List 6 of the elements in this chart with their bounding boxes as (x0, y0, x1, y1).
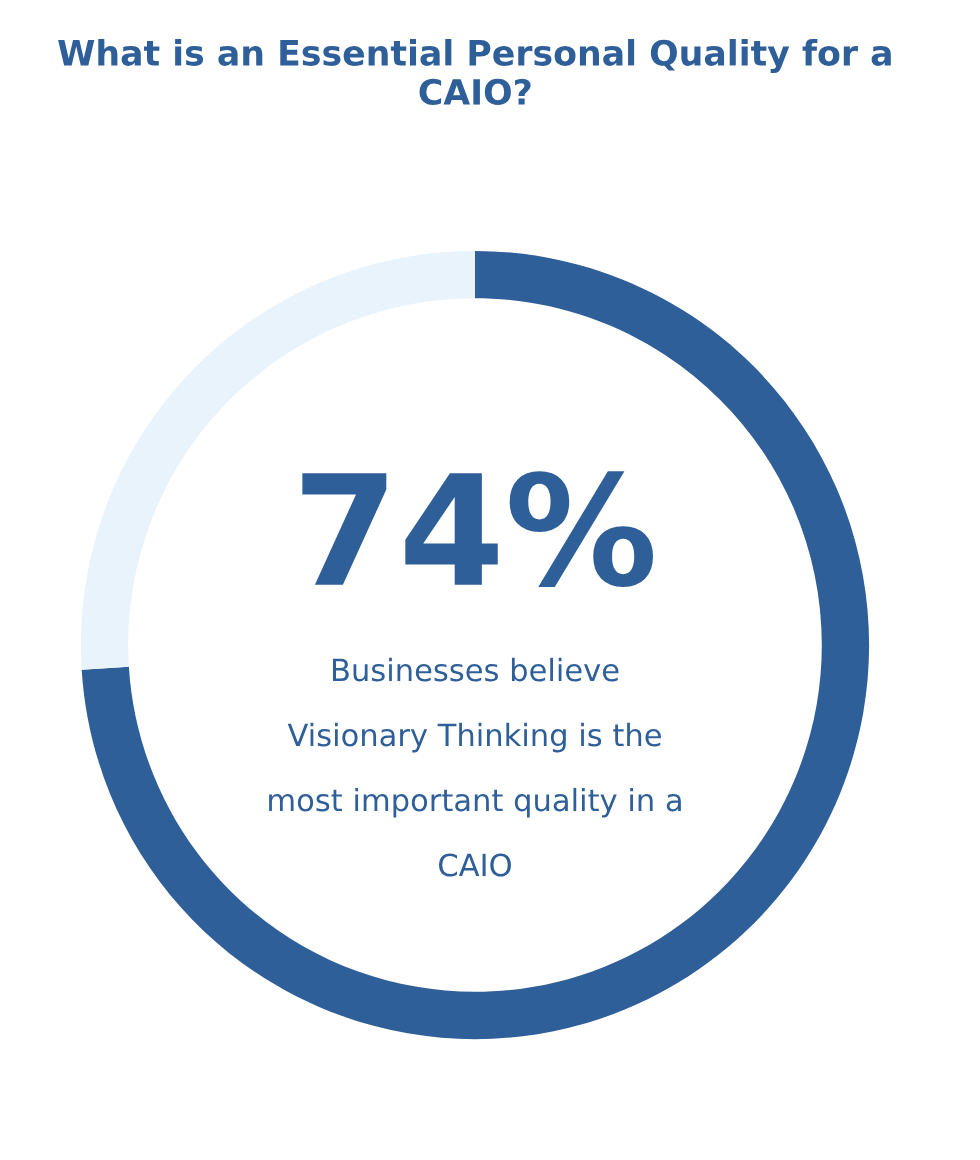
text: Businesses believe (332, 657, 619, 682)
text: Visionary Thinking is the (287, 722, 661, 753)
text: most important quality in a (269, 787, 681, 818)
text: CAIO (439, 853, 511, 877)
data-label: 74% (302, 471, 653, 587)
chart-title: What is an Essential Personal Quality for a CAIO? (58, 39, 891, 106)
